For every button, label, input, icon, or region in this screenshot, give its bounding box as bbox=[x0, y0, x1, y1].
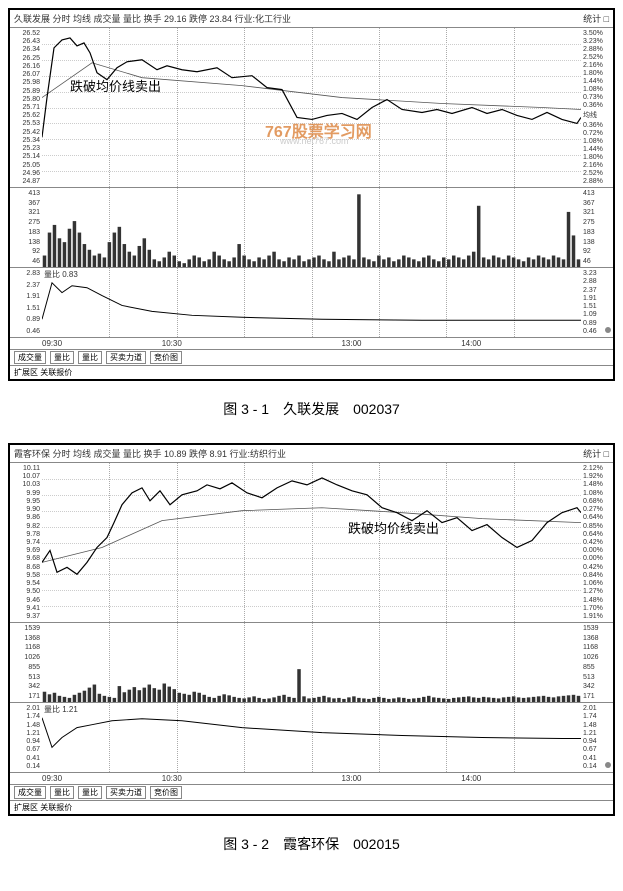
chart-header: 霞客环保 分时 均线 成交量 量比 换手 10.89 跌停 8.91 行业:纺织… bbox=[10, 445, 613, 463]
chart-header: 久联发展 分时 均线 成交量 量比 换手 29.16 跌停 23.84 行业:化… bbox=[10, 10, 613, 28]
y-axis-left: 26.5226.4326.3426.2526.1626.0725.9825.89… bbox=[10, 28, 42, 187]
tab-button[interactable]: 竞价图 bbox=[150, 351, 182, 364]
price-panel: 26.5226.4326.3426.2526.1626.0725.9825.89… bbox=[10, 28, 613, 188]
bottom-bar2: 扩展区 关联报价 bbox=[10, 801, 613, 814]
ratio-y-left: 2.011.741.481.210.940.670.410.14 bbox=[10, 703, 42, 772]
tab-button[interactable]: 量比 bbox=[78, 351, 102, 364]
x-axis: 09:3010:3013:0014:00 bbox=[10, 773, 613, 785]
volume-panel: 4133673212751831389246 413367321275183138… bbox=[10, 188, 613, 268]
tab-button[interactable]: 竞价图 bbox=[150, 786, 182, 799]
tab-button[interactable]: 买卖力道 bbox=[106, 786, 146, 799]
tab-button[interactable]: 量比 bbox=[78, 786, 102, 799]
vol-y-right: 1539136811681026855513342171 bbox=[581, 623, 613, 702]
chart-block: 久联发展 分时 均线 成交量 量比 换手 29.16 跌停 23.84 行业:化… bbox=[8, 8, 615, 381]
y-axis-left: 10.1110.0710.039.999.959.909.869.829.789… bbox=[10, 463, 42, 622]
vol-plot bbox=[42, 623, 581, 702]
annotation-label: 跌破均价线卖出 bbox=[348, 518, 439, 537]
y-axis-right: 3.50%3.23%2.88%2.52%2.16%1.80%1.44%1.08%… bbox=[581, 28, 613, 187]
vol-y-right: 4133673212751831389246 bbox=[581, 188, 613, 267]
scroll-thumb[interactable] bbox=[605, 327, 611, 333]
header-left: 霞客环保 分时 均线 成交量 量比 换手 10.89 跌停 8.91 行业:纺织… bbox=[14, 447, 286, 460]
annotation-label: 跌破均价线卖出 bbox=[70, 76, 161, 95]
bottom-bar2: 扩展区 关联报价 bbox=[10, 366, 613, 379]
header-left: 久联发展 分时 均线 成交量 量比 换手 29.16 跌停 23.84 行业:化… bbox=[14, 12, 291, 25]
ratio-plot bbox=[42, 268, 581, 337]
y-axis-right: 2.12%1.92%1.48%1.08%0.68%0.27%0.64%0.85%… bbox=[581, 463, 613, 622]
volume-panel: 1539136811681026855513342171 153913681168… bbox=[10, 623, 613, 703]
ratio-plot bbox=[42, 703, 581, 772]
tab-button[interactable]: 成交量 bbox=[14, 351, 46, 364]
chart-block: 霞客环保 分时 均线 成交量 量比 换手 10.89 跌停 8.91 行业:纺织… bbox=[8, 443, 615, 816]
ratio-panel: 量比 0.832.832.371.911.510.890.463.232.882… bbox=[10, 268, 613, 338]
bottom-tabs: 成交量量比量比买卖力道竞价图 bbox=[10, 350, 613, 366]
bottom-tabs: 成交量量比量比买卖力道竞价图 bbox=[10, 785, 613, 801]
figure-caption: 图 3 - 2 霞客环保 002015 bbox=[8, 834, 615, 854]
vol-y-left: 1539136811681026855513342171 bbox=[10, 623, 42, 702]
vol-y-left: 4133673212751831389246 bbox=[10, 188, 42, 267]
ratio-y-left: 2.832.371.911.510.890.46 bbox=[10, 268, 42, 337]
page: 久联发展 分时 均线 成交量 量比 换手 29.16 跌停 23.84 行业:化… bbox=[0, 0, 623, 886]
tab-button[interactable]: 成交量 bbox=[14, 786, 46, 799]
price-panel: 10.1110.0710.039.999.959.909.869.829.789… bbox=[10, 463, 613, 623]
x-axis: 09:3010:3013:0014:00 bbox=[10, 338, 613, 350]
scroll-thumb[interactable] bbox=[605, 762, 611, 768]
plot-area bbox=[42, 463, 581, 622]
ratio-panel: 量比 1.212.011.741.481.210.940.670.410.142… bbox=[10, 703, 613, 773]
header-right: 统计 □ bbox=[583, 447, 609, 460]
figure-caption: 图 3 - 1 久联发展 002037 bbox=[8, 399, 615, 419]
tab-button[interactable]: 买卖力道 bbox=[106, 351, 146, 364]
tab-button[interactable]: 量比 bbox=[50, 351, 74, 364]
tab-button[interactable]: 量比 bbox=[50, 786, 74, 799]
header-right: 统计 □ bbox=[583, 12, 609, 25]
plot-area bbox=[42, 28, 581, 187]
vol-plot bbox=[42, 188, 581, 267]
